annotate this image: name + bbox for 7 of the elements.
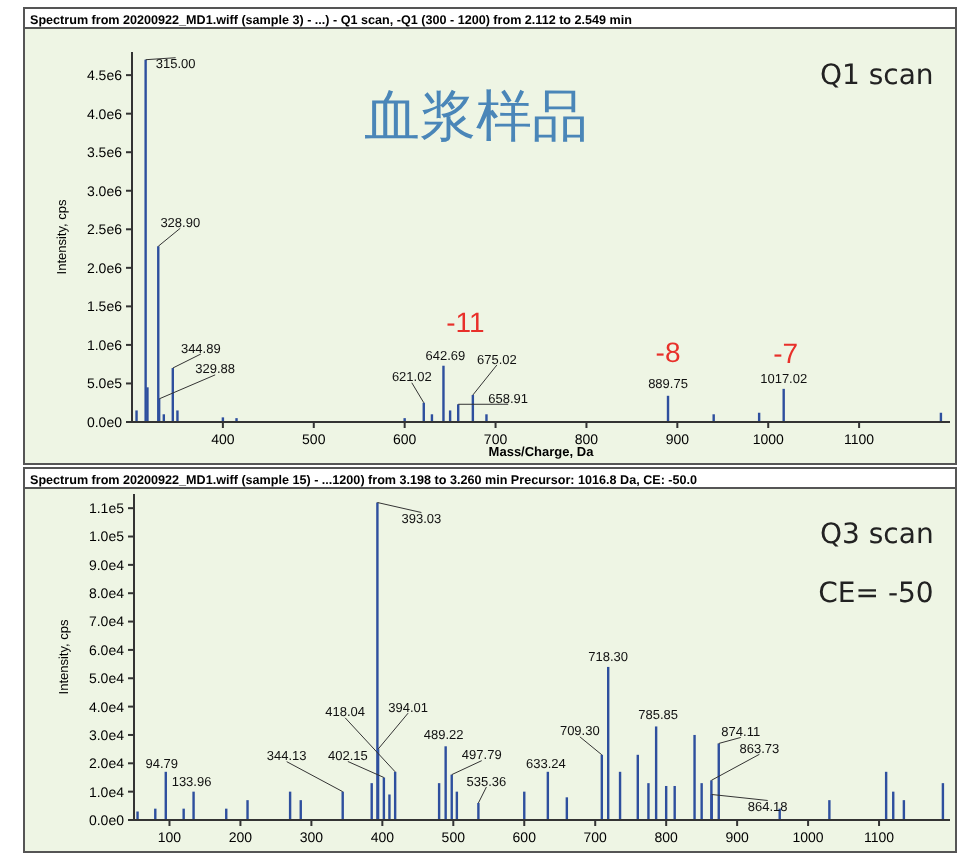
annotation: -7: [773, 336, 799, 369]
annotation: CE= -50: [818, 577, 934, 610]
annotation: -11: [446, 305, 486, 338]
annotation: Q3 scan: [820, 518, 934, 551]
annotation: 血浆样品: [363, 82, 588, 149]
annotation: Q1 scan: [819, 60, 934, 92]
annotation: -8: [655, 335, 681, 368]
